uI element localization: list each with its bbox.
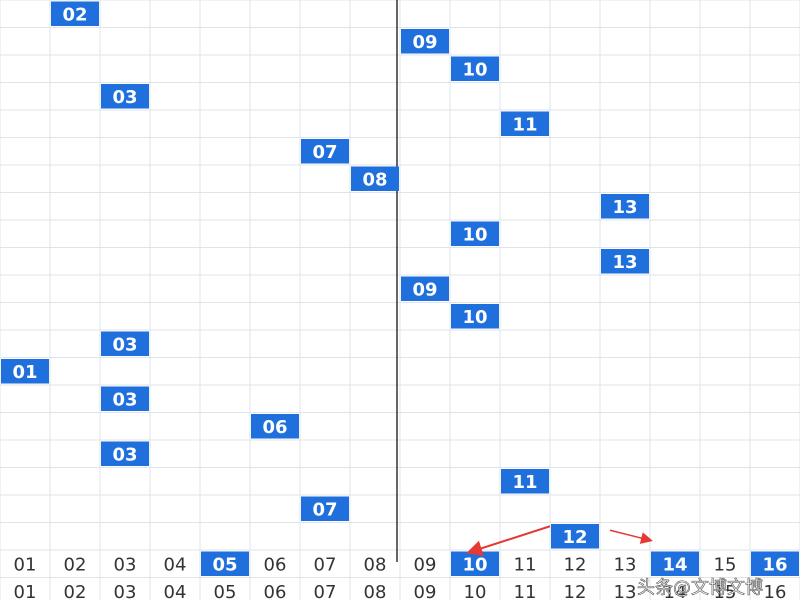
- number-cell: [201, 551, 249, 576]
- number-label: 10: [462, 224, 487, 245]
- number-label: 09: [412, 279, 437, 300]
- number-label: 08: [362, 169, 387, 190]
- watermark: 头条@文博文博: [637, 578, 763, 599]
- number-label: 04: [164, 582, 187, 600]
- number-label: 03: [114, 554, 137, 575]
- arrow: [466, 525, 551, 556]
- number-label: 07: [314, 554, 337, 575]
- number-label: 10: [462, 59, 487, 80]
- number-cell: [101, 331, 149, 356]
- number-cell: [601, 194, 649, 219]
- number-label: 08: [364, 582, 387, 600]
- number-label: 11: [514, 582, 537, 600]
- number-cell: [301, 139, 349, 164]
- number-label: 01: [14, 582, 37, 600]
- number-cell: [651, 551, 699, 576]
- number-label: 13: [614, 554, 637, 575]
- number-cell: [601, 249, 649, 274]
- number-label: 10: [464, 582, 487, 600]
- number-label: 07: [312, 499, 337, 520]
- number-label: 04: [164, 554, 187, 575]
- number-label: 14: [664, 582, 687, 600]
- number-cell: [751, 551, 799, 576]
- number-cell: [551, 524, 599, 549]
- number-cell: [501, 111, 549, 136]
- number-cell: [351, 166, 399, 191]
- number-label: 06: [264, 554, 287, 575]
- number-label: 16: [762, 554, 787, 575]
- number-cell: [501, 469, 549, 494]
- number-cell: [301, 496, 349, 521]
- number-label: 11: [512, 114, 537, 135]
- number-label: 15: [714, 582, 737, 600]
- number-cell: [401, 29, 449, 54]
- number-label: 07: [312, 142, 337, 163]
- number-label: 16: [764, 582, 787, 600]
- number-cell: [451, 221, 499, 246]
- number-cell: [101, 441, 149, 466]
- number-label: 12: [564, 554, 587, 575]
- number-label: 02: [64, 582, 87, 600]
- number-cell: [251, 414, 299, 439]
- number-label: 09: [414, 582, 437, 600]
- number-cell: [401, 276, 449, 301]
- number-label: 03: [112, 87, 137, 108]
- number-label: 14: [662, 554, 687, 575]
- number-label: 10: [462, 307, 487, 328]
- number-label: 08: [364, 554, 387, 575]
- number-label: 13: [614, 582, 637, 600]
- number-cell: [101, 386, 149, 411]
- number-label: 02: [64, 554, 87, 575]
- number-cell: [101, 84, 149, 109]
- number-label: 05: [214, 582, 237, 600]
- number-label: 03: [112, 389, 137, 410]
- number-label: 09: [412, 32, 437, 53]
- number-cell: [1, 359, 49, 384]
- number-label: 15: [714, 554, 737, 575]
- number-label: 06: [264, 582, 287, 600]
- number-label: 12: [564, 582, 587, 600]
- number-label: 11: [514, 554, 537, 575]
- number-label: 07: [314, 582, 337, 600]
- number-label: 13: [612, 252, 637, 273]
- number-cell: [51, 1, 99, 26]
- number-cell: [451, 304, 499, 329]
- number-label: 11: [512, 472, 537, 493]
- number-label: 06: [262, 417, 287, 438]
- number-label: 03: [112, 444, 137, 465]
- number-label: 09: [414, 554, 437, 575]
- number-cell: [451, 56, 499, 81]
- number-label: 05: [212, 554, 237, 575]
- number-label: 03: [114, 582, 137, 600]
- number-label: 01: [12, 362, 37, 383]
- number-label: 02: [62, 4, 87, 25]
- number-label: 10: [462, 554, 487, 575]
- number-label: 01: [14, 554, 37, 575]
- number-label: 13: [612, 197, 637, 218]
- number-label: 03: [112, 334, 137, 355]
- number-label: 12: [562, 527, 587, 548]
- arrow: [609, 529, 653, 544]
